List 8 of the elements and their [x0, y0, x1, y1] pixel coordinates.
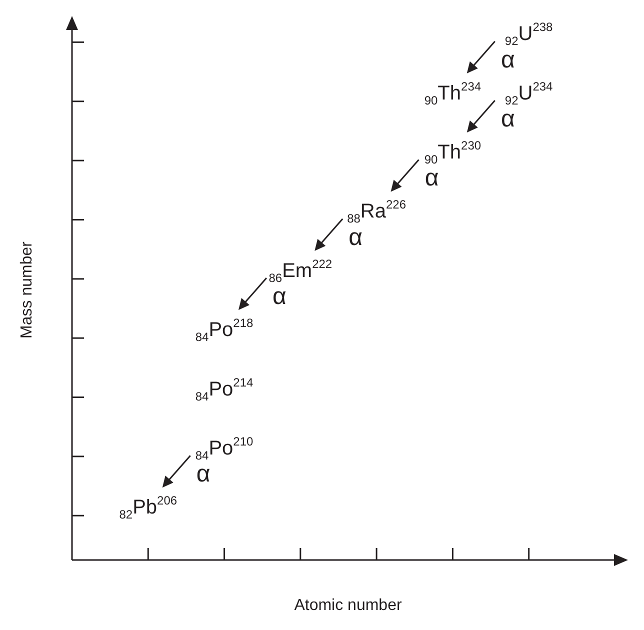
text: α: [272, 283, 287, 310]
text: Mass number: [18, 240, 36, 338]
text: α: [500, 106, 515, 133]
text: α: [500, 46, 515, 74]
text: Atomic number: [294, 597, 402, 614]
text: α: [196, 460, 210, 488]
text: α: [424, 164, 439, 192]
text: α: [348, 224, 363, 251]
